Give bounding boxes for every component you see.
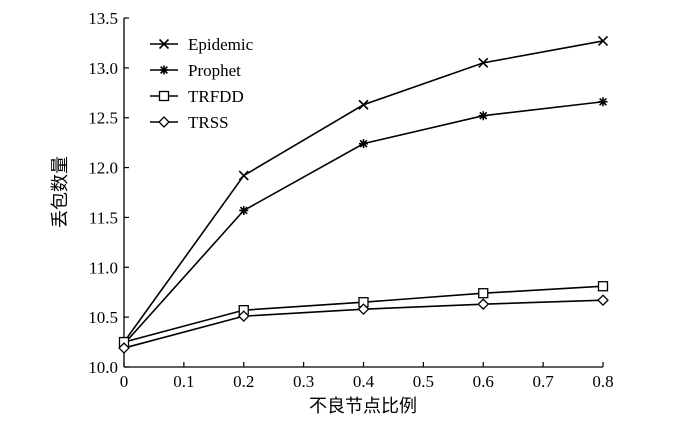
legend-marker-trss bbox=[158, 116, 170, 128]
x-axis-label: 不良节点比例 bbox=[309, 396, 417, 417]
x-tick-label: 0.3 bbox=[293, 372, 314, 391]
data-point-epidemic bbox=[597, 35, 609, 46]
data-point-trss bbox=[118, 342, 130, 354]
legend-label-prophet: Prophet bbox=[188, 61, 241, 80]
y-tick-label: 13.0 bbox=[88, 59, 118, 78]
y-tick-label: 12.5 bbox=[88, 109, 118, 128]
data-point-prophet bbox=[359, 139, 368, 149]
legend-marker-trfdd bbox=[158, 90, 170, 102]
data-point-prophet bbox=[239, 205, 249, 215]
y-tick-label: 11.5 bbox=[89, 208, 118, 227]
y-tick-label: 10.0 bbox=[88, 358, 118, 377]
data-point-trfdd bbox=[478, 288, 489, 299]
x-tick-label: 0.5 bbox=[413, 372, 434, 391]
data-point-trfdd bbox=[597, 281, 609, 292]
x-tick-label: 0.8 bbox=[592, 372, 613, 391]
x-tick-label: 0.7 bbox=[533, 372, 555, 391]
x-tick-label: 0 bbox=[120, 372, 129, 391]
x-tick-label: 0.6 bbox=[473, 372, 494, 391]
data-point-trss bbox=[597, 294, 609, 307]
data-point-trss bbox=[357, 303, 370, 316]
legend-marker-prophet bbox=[159, 65, 169, 75]
x-tick-label: 0.2 bbox=[233, 372, 254, 391]
data-point-epidemic bbox=[238, 170, 249, 181]
legend-marker-epidemic bbox=[158, 38, 170, 50]
y-axis-label: 丢包数量 bbox=[50, 156, 71, 228]
plot-area: 0 0.1 0.2 0.3 0.4 0.5 0.6 0.7 0.8 10.0 10.5 11.0 11.… bbox=[88, 9, 613, 391]
data-point-epidemic bbox=[478, 57, 489, 68]
x-tick-label: 0.4 bbox=[353, 372, 375, 391]
x-tick-label: 0.1 bbox=[173, 372, 194, 391]
legend-label-trfdd: TRFDD bbox=[188, 87, 244, 106]
y-tick-label: 13.5 bbox=[88, 9, 118, 28]
data-point-epidemic bbox=[358, 99, 369, 110]
legend-label-epidemic: Epidemic bbox=[188, 35, 254, 54]
y-tick-label: 12.0 bbox=[88, 159, 118, 178]
data-point-prophet bbox=[478, 111, 488, 121]
y-tick-label: 11.0 bbox=[89, 258, 118, 277]
legend-label-trss: TRSS bbox=[188, 113, 229, 132]
data-point-prophet bbox=[598, 97, 608, 107]
y-tick-label: 10.5 bbox=[88, 308, 118, 327]
data-point-trss bbox=[477, 298, 490, 311]
data-point-trss bbox=[237, 310, 250, 323]
